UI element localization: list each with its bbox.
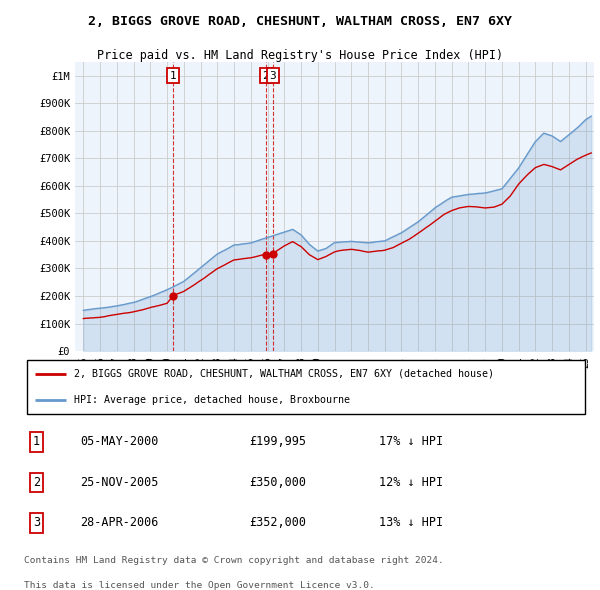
Text: 1: 1 <box>170 71 176 81</box>
Text: 2, BIGGS GROVE ROAD, CHESHUNT, WALTHAM CROSS, EN7 6XY: 2, BIGGS GROVE ROAD, CHESHUNT, WALTHAM C… <box>88 15 512 28</box>
Text: 17% ↓ HPI: 17% ↓ HPI <box>379 435 443 448</box>
Text: 3: 3 <box>269 71 277 81</box>
Text: 3: 3 <box>33 516 40 529</box>
Text: 2, BIGGS GROVE ROAD, CHESHUNT, WALTHAM CROSS, EN7 6XY (detached house): 2, BIGGS GROVE ROAD, CHESHUNT, WALTHAM C… <box>74 369 494 379</box>
FancyBboxPatch shape <box>27 360 585 414</box>
Text: 28-APR-2006: 28-APR-2006 <box>80 516 159 529</box>
Text: Contains HM Land Registry data © Crown copyright and database right 2024.: Contains HM Land Registry data © Crown c… <box>24 556 444 565</box>
Text: Price paid vs. HM Land Registry's House Price Index (HPI): Price paid vs. HM Land Registry's House … <box>97 49 503 62</box>
Text: 1: 1 <box>33 435 40 448</box>
Text: 2: 2 <box>33 476 40 489</box>
Text: HPI: Average price, detached house, Broxbourne: HPI: Average price, detached house, Brox… <box>74 395 350 405</box>
Text: This data is licensed under the Open Government Licence v3.0.: This data is licensed under the Open Gov… <box>24 581 375 589</box>
Text: 13% ↓ HPI: 13% ↓ HPI <box>379 516 443 529</box>
Text: £352,000: £352,000 <box>250 516 307 529</box>
Text: 12% ↓ HPI: 12% ↓ HPI <box>379 476 443 489</box>
Text: 05-MAY-2000: 05-MAY-2000 <box>80 435 159 448</box>
Text: £199,995: £199,995 <box>250 435 307 448</box>
Text: £350,000: £350,000 <box>250 476 307 489</box>
Text: 25-NOV-2005: 25-NOV-2005 <box>80 476 159 489</box>
Text: 2: 2 <box>262 71 269 81</box>
